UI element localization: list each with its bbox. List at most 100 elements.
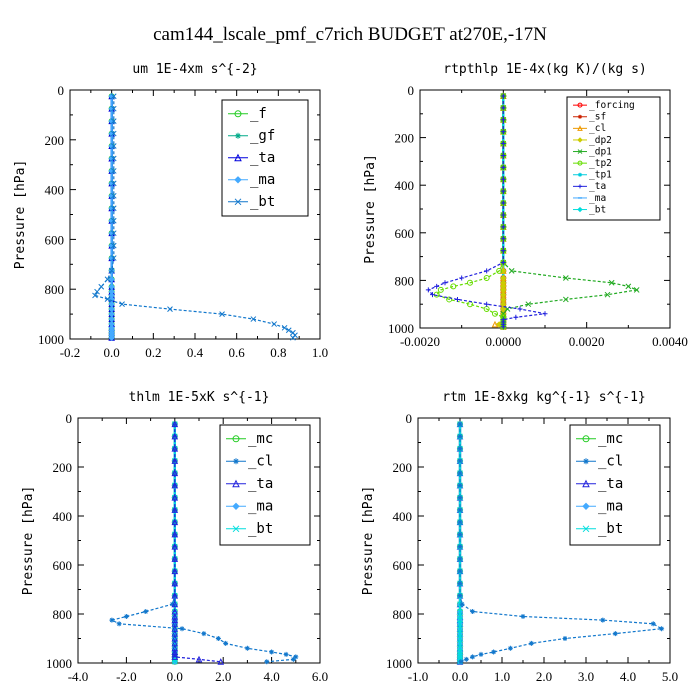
panel3-legend-marker <box>233 458 239 465</box>
panel2-point-ta <box>500 129 506 135</box>
panel-um: um 1E-4xm s^{-2} Pressure [hPa] -0.2 0.0 0.2… <box>13 62 328 360</box>
panel4-xtick-label: 2.0 <box>536 669 552 684</box>
panel4-point-cl <box>457 568 463 574</box>
panel2-legend-marker <box>577 137 583 143</box>
panel3-legend-label: _bt <box>248 521 273 537</box>
panel1-point-bt <box>119 301 125 307</box>
panel1-legend-marker <box>234 198 242 206</box>
panel4-point-cl <box>507 645 513 651</box>
panel3-point-ta <box>171 518 179 526</box>
panel1-point-bt <box>104 276 111 283</box>
panel4-point-cl <box>470 654 476 660</box>
panel2-point-dp1 <box>604 291 611 298</box>
panel1-point-bt <box>110 217 117 224</box>
panel2-point-tp2 <box>450 283 457 290</box>
panel3-point-cl <box>172 446 178 452</box>
panel1-point-bt <box>94 288 100 295</box>
panel1-point-bt <box>110 205 117 212</box>
panel2-legend-marker <box>578 172 582 177</box>
panel1-point-ma <box>108 276 115 283</box>
panel1-point-bt <box>167 306 173 312</box>
panel2-point-dp1 <box>525 301 532 308</box>
panel4-point-bt <box>457 651 463 658</box>
panel3-point-ta <box>171 600 179 608</box>
panel2-line-ta <box>427 96 546 327</box>
panel2-point-ta <box>500 188 506 194</box>
panel2-legend-marker <box>577 149 583 154</box>
panel1-line-bt <box>94 96 296 339</box>
panel1-legend-label: _f <box>250 106 267 122</box>
panel1-point-bt <box>110 118 117 124</box>
panel3-point-cl <box>172 470 178 476</box>
panel3-point-cl <box>143 609 149 615</box>
panel-thlm: thlm 1E-5xK s^{-1} Pressure [hPa] -4.0 -2.0… <box>21 390 328 684</box>
panel4-point-cl <box>612 631 618 637</box>
panel1-ytick-label: 400 <box>45 183 65 198</box>
panel1-xtick-label: -0.2 <box>60 345 81 360</box>
panel3-legend-marker <box>232 479 240 488</box>
panel2-legend-label: _ta <box>589 181 606 192</box>
panel3-legend-box <box>219 424 311 546</box>
panel1-point-bt <box>250 316 257 322</box>
panel1-point-bt <box>98 283 105 290</box>
panel2-point-dp1 <box>562 275 569 281</box>
panel1-point-bt <box>110 192 117 199</box>
panel4-legend-label: _mc <box>598 431 623 447</box>
panel3-legend-label: _cl <box>248 454 273 470</box>
panel4-point-cl <box>457 593 463 599</box>
panel3-ytick-label: 800 <box>53 607 73 622</box>
panel4-point-cl <box>457 556 463 562</box>
panel4-point-cl <box>470 609 476 615</box>
panel1-point-bt <box>110 155 117 162</box>
panel3-legend-marker <box>232 525 240 533</box>
panel2-point-ta <box>500 176 506 182</box>
figure-title: cam144_lscale_pmf_c7rich BUDGET at270E,-… <box>153 24 547 45</box>
panel4-ytick-label: 400 <box>393 509 413 524</box>
panel3-point-cl <box>201 631 207 637</box>
panel4-point-cl <box>457 482 463 488</box>
panel2-point-tp2 <box>467 279 473 286</box>
panel4-ylabel: Pressure [hPa] <box>361 486 376 596</box>
panel1-ytick-label: 200 <box>45 133 65 148</box>
panel3-xtick-label: 2.0 <box>215 669 231 684</box>
panel4-ytick-label: 1000 <box>386 656 412 671</box>
panel1-point-bt <box>92 292 98 299</box>
panel1-legend-marker <box>234 110 242 118</box>
panel2-line-tp2 <box>435 96 504 327</box>
panel2-point-ta <box>434 283 440 289</box>
panel2-legend-label: _forcing <box>589 100 635 111</box>
panel3-point-cl <box>283 651 289 657</box>
panel2-point-ta <box>517 306 523 312</box>
panel4-point-cl <box>457 580 463 586</box>
panel4-point-cl <box>457 519 463 525</box>
panel2-xtick-label: -0.0020 <box>400 334 440 349</box>
panel2-legend-marker <box>578 184 582 189</box>
panel2-point-ta <box>500 117 506 123</box>
panel4-line-cl <box>459 424 664 663</box>
panel2-legend-label: _tp1 <box>589 170 612 181</box>
panel3-point-ta <box>171 612 179 620</box>
panel2-legend-marker <box>577 160 583 166</box>
panel3-point-bt <box>171 658 178 665</box>
panel2-legend-marker <box>577 102 583 108</box>
panel3-xtick-label: -2.0 <box>116 669 137 684</box>
panel3-point-ta <box>171 616 179 624</box>
panel2-point-dp1 <box>508 268 515 274</box>
panel2-ylabel: Pressure [hPa] <box>363 154 378 264</box>
panel2-ytick-label: 200 <box>395 131 415 146</box>
panel3-point-ta <box>171 445 179 452</box>
panel4-legend-label: _bt <box>598 521 623 537</box>
panel3-line-ta <box>174 424 221 663</box>
panel-rtpthlp: rtpthlp 1E-4x(kg K)/(kg s) Pressure [hPa]… <box>363 62 688 349</box>
panel1-xtick-label: 0.8 <box>270 345 286 360</box>
panel3-point-ta <box>171 432 179 440</box>
panel3-point-cl <box>223 640 229 646</box>
panel2-point-ta <box>500 93 506 99</box>
panel3-ylabel: Pressure [hPa] <box>21 486 36 596</box>
panel4-legend-label: _ma <box>598 499 623 515</box>
panel4-point-bt <box>457 654 463 660</box>
panel1-legend-label: _ta <box>250 150 275 166</box>
panel3-legend-marker <box>232 502 240 511</box>
panel2-point-tp2 <box>437 286 444 293</box>
panel2-point-tp2 <box>496 267 503 274</box>
